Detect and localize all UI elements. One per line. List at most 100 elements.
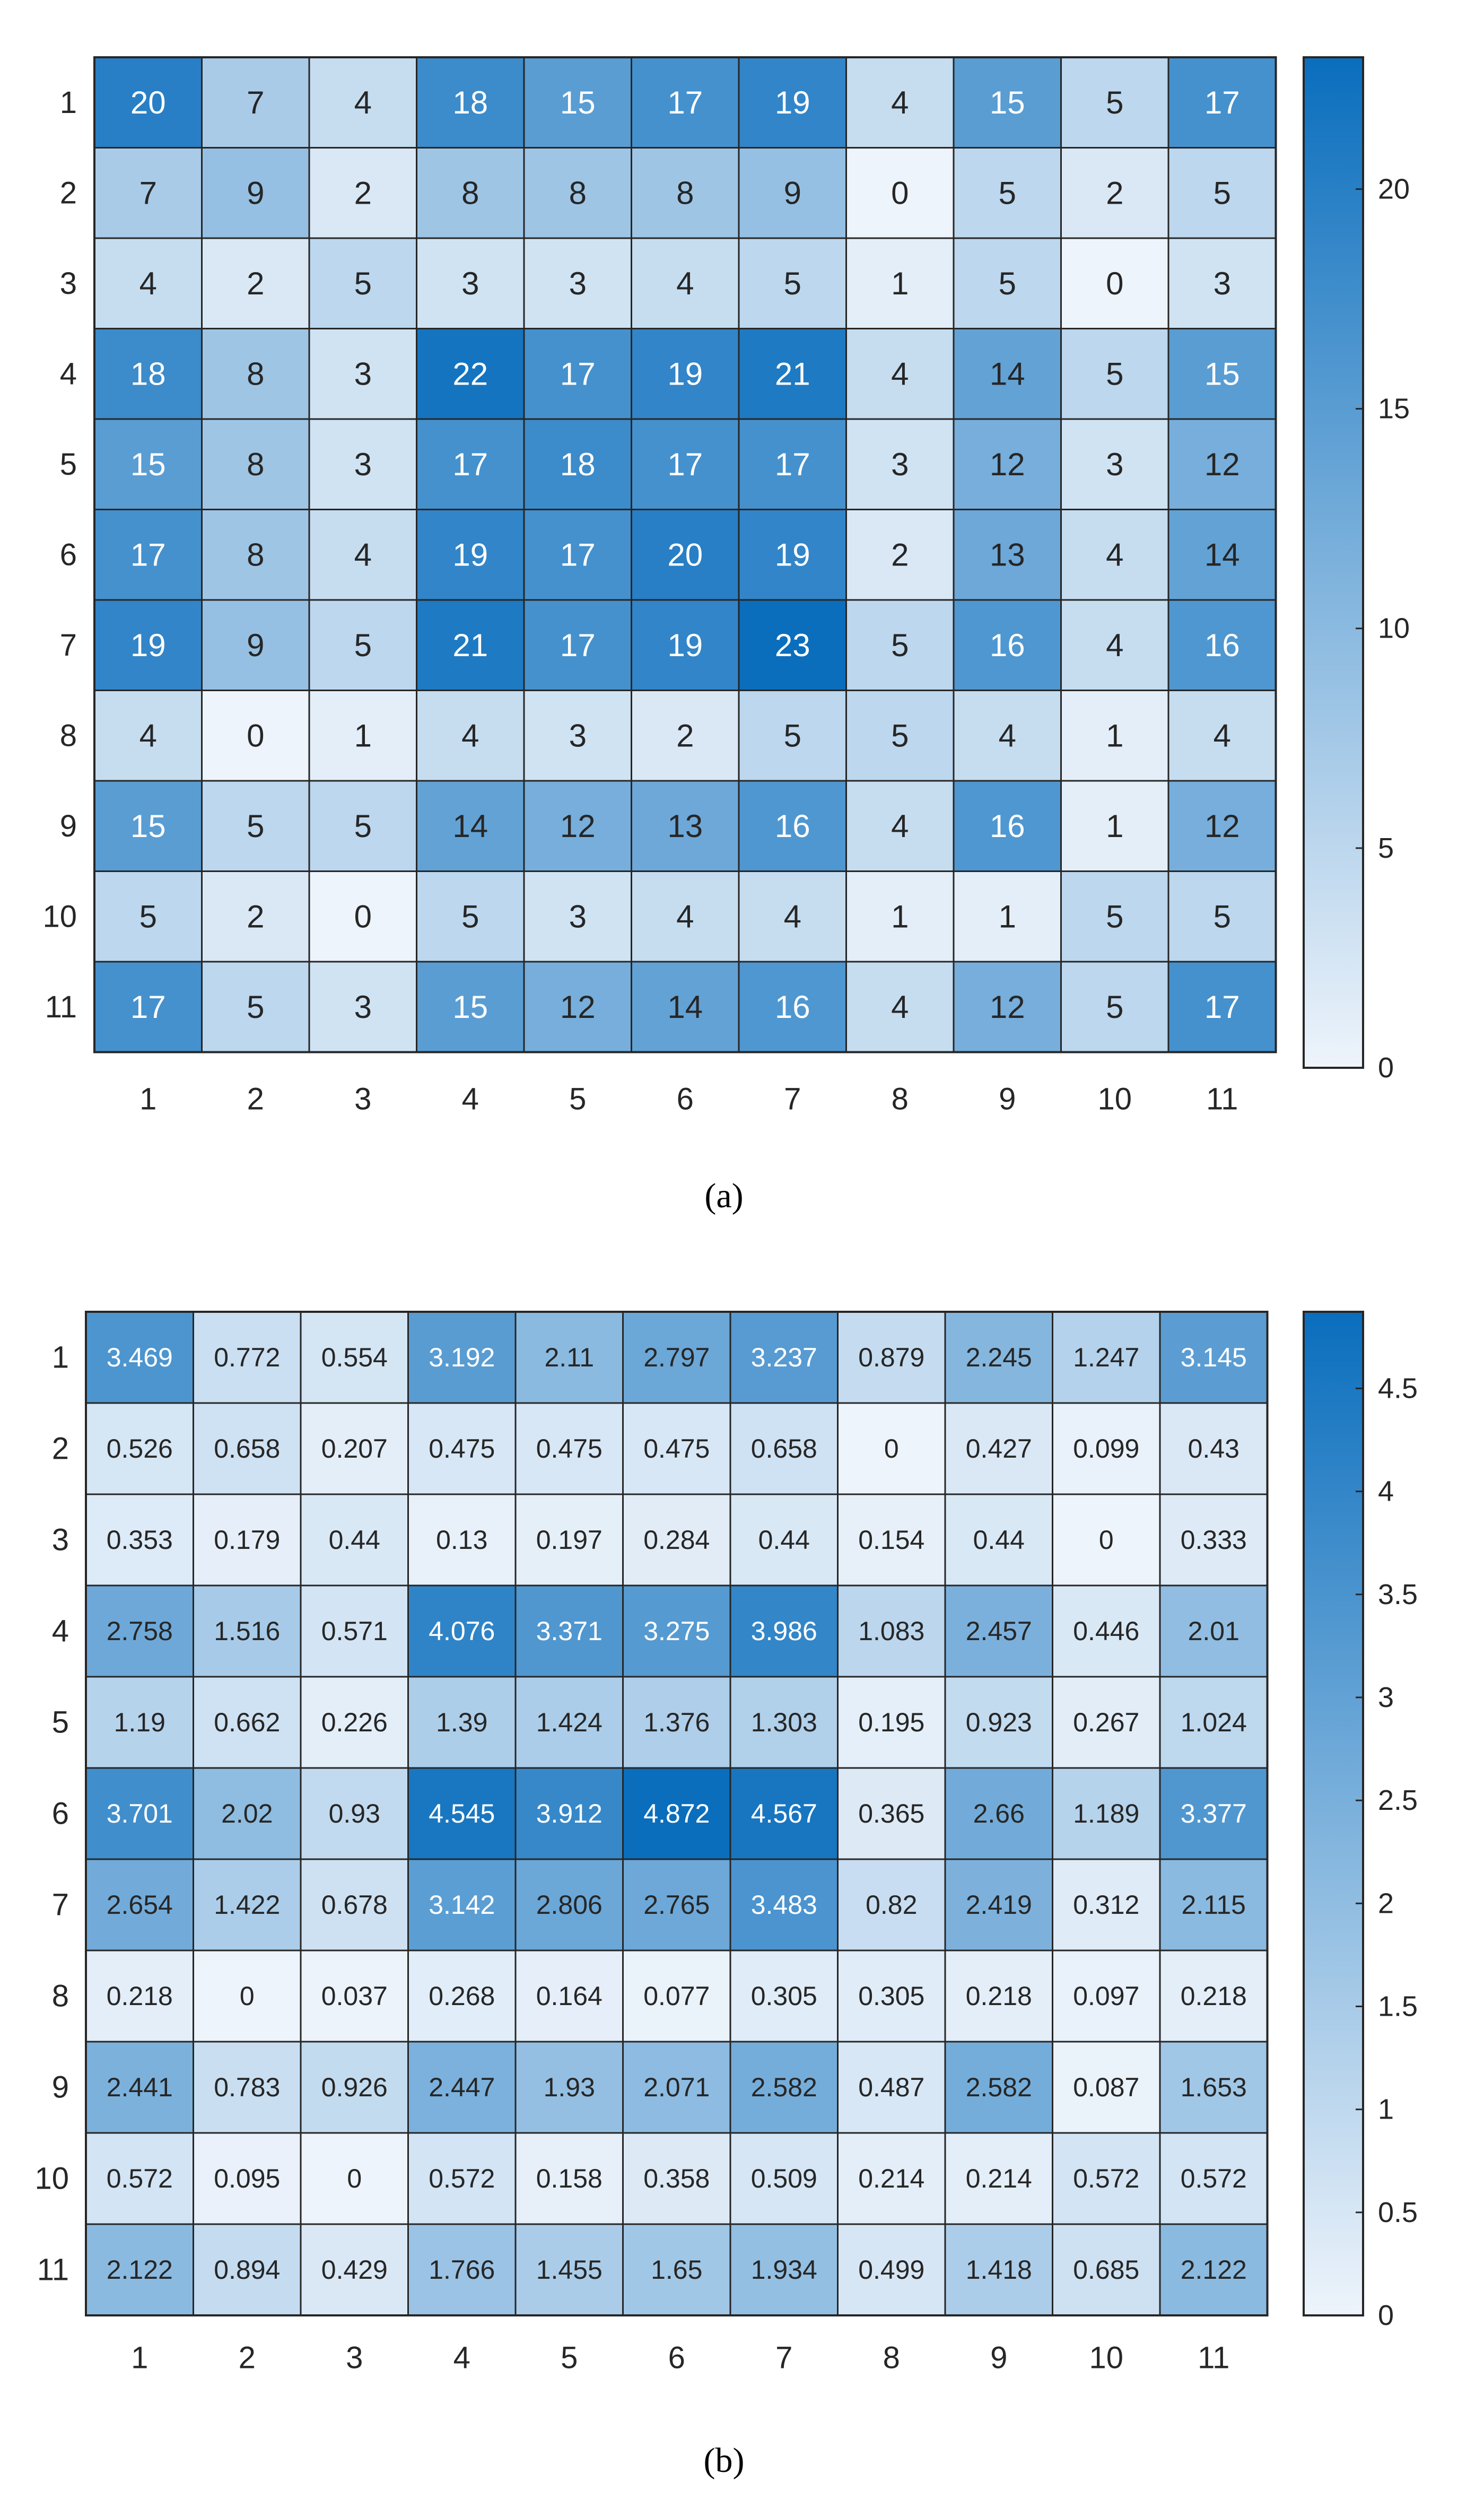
cell-value-b-r8-c1: 0.218 [107,1981,173,2011]
colorbar-tick-label-a-0: 0 [1378,1052,1394,1084]
cell-value-a-r7-c3: 5 [354,628,372,663]
heatmap-cell-a-r3-c1 [93,237,203,329]
cell-value-b-r10-c3: 0 [347,2164,362,2193]
heatmap-cell-b-r3-c5 [514,1493,624,1587]
x-tick-label-a-2: 2 [247,1082,264,1117]
heatmap-cell-b-r11-c2 [193,2223,302,2316]
cell-value-b-r9-c9: 2.582 [966,2072,1032,2102]
cell-value-b-r7-c6: 2.765 [643,1890,710,1920]
cell-value-b-r11-c7: 1.934 [751,2255,817,2285]
heatmap-cell-a-r10-c1 [93,870,203,963]
heatmap-cell-a-r5-c7 [738,418,847,510]
cell-value-b-r11-c6: 1.65 [651,2255,702,2285]
heatmap-cell-a-r8-c8 [845,690,955,782]
cell-value-b-r3-c3: 0.44 [329,1525,380,1555]
cell-value-a-r3-c10: 0 [1106,266,1123,301]
heatmap-cell-b-r6-c7 [729,1767,839,1860]
cell-value-a-r3-c7: 5 [784,266,801,301]
heatmap-cell-b-r11-c1 [85,2223,194,2316]
x-tick-label-b-6: 6 [668,2341,685,2375]
cell-value-b-r5-c11: 1.024 [1181,1707,1247,1737]
heatmap-cell-a-r8-c5 [523,690,632,782]
x-tick-label-a-10: 10 [1097,1082,1132,1117]
cell-value-a-r9-c5: 12 [560,808,596,844]
cell-value-b-r8-c4: 0.268 [429,1981,495,2011]
heatmap-cell-a-r1-c1 [93,56,203,149]
cell-value-b-r6-c2: 2.02 [221,1799,273,1828]
cell-value-b-r6-c11: 3.377 [1181,1799,1247,1828]
cell-value-b-r6-c7: 4.567 [751,1799,817,1828]
cell-value-b-r11-c9: 1.418 [966,2255,1032,2285]
cell-value-a-r9-c9: 16 [990,808,1025,844]
cell-value-b-r2-c3: 0.207 [321,1434,388,1463]
cell-value-a-r1-c2: 7 [247,85,264,120]
heatmap-cell-b-r2-c5 [514,1402,624,1495]
cell-value-b-r3-c5: 0.197 [536,1525,603,1555]
cell-value-b-r11-c2: 0.894 [214,2255,280,2285]
heatmap-cell-a-r6-c6 [631,509,740,601]
heatmap-cell-a-r10-c9 [953,870,1062,963]
heatmap-cell-a-r6-c9 [953,509,1062,601]
heatmap-cell-a-r5-c10 [1060,418,1169,510]
heatmap-cell-b-r2-c3 [300,1402,409,1495]
heatmap-cell-a-r8-c4 [416,690,525,782]
cell-value-b-r8-c7: 0.305 [751,1981,817,2011]
heatmap-cell-b-r7-c4 [407,1858,517,1952]
cell-value-b-r10-c9: 0.214 [966,2164,1032,2193]
heatmap-cell-a-r3-c3 [308,237,417,329]
cell-value-a-r3-c1: 4 [139,266,157,301]
cell-value-a-r3-c2: 2 [247,266,264,301]
heatmap-cell-b-r2-c11 [1159,1402,1268,1495]
heatmap-cell-a-r2-c5 [523,147,632,239]
cell-value-b-r6-c5: 3.912 [536,1799,603,1828]
cell-value-a-r2-c6: 8 [676,175,694,211]
cell-value-a-r3-c6: 4 [676,266,694,301]
cell-value-a-r11-c10: 5 [1106,989,1123,1025]
cell-value-b-r8-c11: 0.218 [1181,1981,1247,2011]
cell-value-a-r5-c10: 3 [1106,447,1123,482]
colorbar-tick-label-a-3: 15 [1378,393,1410,425]
y-tick-label-b-4: 4 [52,1614,69,1649]
heatmap-cell-a-r7-c9 [953,599,1062,691]
y-tick-label-a-10: 10 [42,899,77,934]
colorbar-tick-label-a-2: 10 [1378,613,1410,644]
cell-value-b-r3-c11: 0.333 [1181,1525,1247,1555]
x-tick-label-b-5: 5 [561,2341,578,2375]
cell-value-a-r3-c5: 3 [569,266,587,301]
x-tick-label-b-8: 8 [883,2341,900,2375]
cell-value-a-r1-c1: 20 [130,85,166,120]
x-tick-label-b-7: 7 [775,2341,792,2375]
cell-value-b-r5-c6: 1.376 [643,1707,710,1737]
cell-value-a-r2-c9: 5 [999,175,1016,211]
colorbar-tick-label-b-5: 2.5 [1378,1784,1418,1816]
cell-value-b-r4-c1: 2.758 [107,1616,173,1646]
cell-value-a-r11-c4: 15 [452,989,488,1025]
cell-value-a-r7-c10: 4 [1106,628,1123,663]
heatmap-cell-b-r8-c3 [300,1949,409,2043]
heatmap-cell-b-r10-c6 [622,2132,731,2225]
cell-value-b-r8-c9: 0.218 [966,1981,1032,2011]
heatmap-cell-a-r2-c10 [1060,147,1169,239]
cell-value-a-r9-c8: 4 [891,808,909,844]
heatmap-cell-a-r9-c6 [631,780,740,872]
cell-value-b-r3-c6: 0.284 [643,1525,710,1555]
heatmap-cell-a-r5-c1 [93,418,203,510]
cell-value-a-r5-c7: 17 [775,447,810,482]
cell-value-b-r10-c4: 0.572 [429,2164,495,2193]
cell-value-b-r6-c8: 0.365 [858,1799,924,1828]
cell-value-b-r2-c6: 0.475 [643,1434,710,1463]
heatmap-cell-a-r4-c3 [308,328,417,420]
cell-value-a-r5-c6: 17 [667,447,703,482]
cell-value-a-r3-c3: 5 [354,266,372,301]
y-tick-label-a-4: 4 [60,356,77,391]
heatmap-cell-b-r4-c4 [407,1584,517,1678]
cell-value-b-r3-c1: 0.353 [107,1525,173,1555]
cell-value-b-r8-c3: 0.037 [321,1981,388,2011]
cell-value-b-r9-c1: 2.441 [107,2072,173,2102]
heatmap-cell-b-r9-c10 [1052,2041,1161,2134]
cell-value-a-r4-c4: 22 [452,356,488,391]
cell-value-a-r11-c2: 5 [247,989,264,1025]
heatmap-border-b [85,1311,1269,2316]
x-tick-label-b-9: 9 [990,2341,1007,2375]
heatmap-cell-b-r11-c10 [1052,2223,1161,2316]
